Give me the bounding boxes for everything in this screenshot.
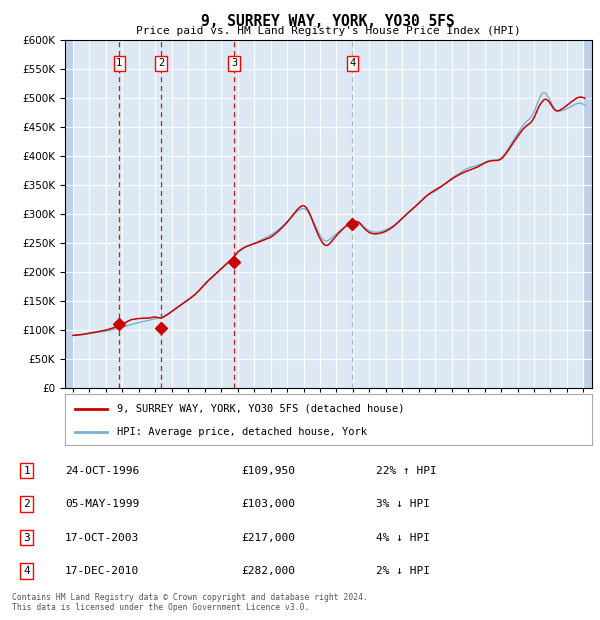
Text: 3: 3: [23, 533, 30, 542]
Text: 22% ↑ HPI: 22% ↑ HPI: [376, 466, 437, 476]
Text: £103,000: £103,000: [241, 499, 295, 509]
Text: £217,000: £217,000: [241, 533, 295, 542]
Text: 2: 2: [23, 499, 30, 509]
Text: 17-DEC-2010: 17-DEC-2010: [65, 566, 139, 576]
Bar: [65, 40, 73, 388]
Text: 17-OCT-2003: 17-OCT-2003: [65, 533, 139, 542]
Text: 9, SURREY WAY, YORK, YO30 5FS: 9, SURREY WAY, YORK, YO30 5FS: [202, 14, 455, 29]
Text: 2: 2: [158, 58, 164, 68]
Text: £282,000: £282,000: [241, 566, 295, 576]
Text: Price paid vs. HM Land Registry's House Price Index (HPI): Price paid vs. HM Land Registry's House …: [136, 26, 521, 36]
Text: 2% ↓ HPI: 2% ↓ HPI: [376, 566, 430, 576]
Text: HPI: Average price, detached house, York: HPI: Average price, detached house, York: [118, 427, 367, 438]
Text: 05-MAY-1999: 05-MAY-1999: [65, 499, 139, 509]
Text: £109,950: £109,950: [241, 466, 295, 476]
Text: 1: 1: [23, 466, 30, 476]
Text: 9, SURREY WAY, YORK, YO30 5FS (detached house): 9, SURREY WAY, YORK, YO30 5FS (detached …: [118, 404, 405, 414]
Text: 4: 4: [349, 58, 355, 68]
Text: 3: 3: [231, 58, 238, 68]
Text: 4% ↓ HPI: 4% ↓ HPI: [376, 533, 430, 542]
Text: 24-OCT-1996: 24-OCT-1996: [65, 466, 139, 476]
Text: 1: 1: [116, 58, 122, 68]
Text: This data is licensed under the Open Government Licence v3.0.: This data is licensed under the Open Gov…: [12, 603, 310, 612]
Text: Contains HM Land Registry data © Crown copyright and database right 2024.: Contains HM Land Registry data © Crown c…: [12, 593, 368, 602]
Bar: [583, 40, 592, 388]
Text: 4: 4: [23, 566, 30, 576]
Text: 3% ↓ HPI: 3% ↓ HPI: [376, 499, 430, 509]
